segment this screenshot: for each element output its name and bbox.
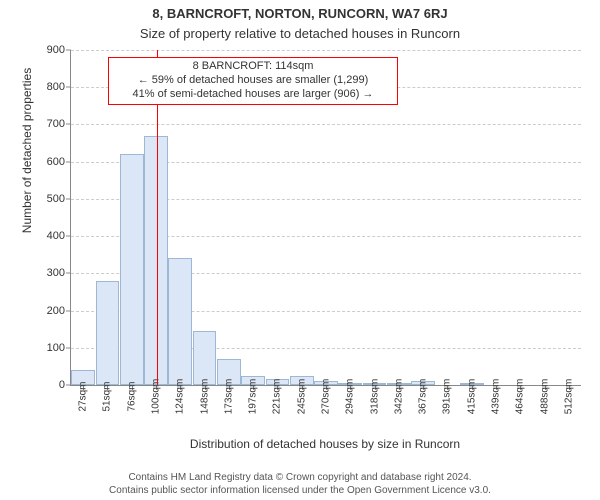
footer-attribution: Contains HM Land Registry data © Crown c… [0, 472, 600, 497]
footer-line-2: Contains public sector information licen… [0, 485, 600, 498]
y-tick-label: 900 [47, 44, 65, 56]
x-tick-label: 124sqm [175, 379, 186, 415]
x-axis-label: Distribution of detached houses by size … [70, 437, 580, 451]
x-tick-label: 488sqm [539, 379, 550, 415]
y-tick-mark [66, 273, 71, 274]
y-tick-label: 400 [47, 230, 65, 242]
x-tick-label: 148sqm [199, 379, 210, 415]
y-tick-mark [66, 310, 71, 311]
gridline-h [71, 50, 581, 51]
histogram-bar [193, 331, 217, 385]
chart-title-subtitle: Size of property relative to detached ho… [0, 26, 600, 41]
chart-container: { "titles": { "line1": "8, BARNCROFT, NO… [0, 0, 600, 500]
x-tick-label: 245sqm [296, 379, 307, 415]
y-tick-label: 800 [47, 81, 65, 93]
y-tick-mark [66, 236, 71, 237]
plot-area: 010020030040050060070080090027sqm51sqm76… [70, 50, 581, 386]
y-tick-label: 0 [59, 379, 65, 391]
y-tick-label: 600 [47, 156, 65, 168]
y-tick-label: 300 [47, 267, 65, 279]
annotation-line-2: ← 59% of detached houses are smaller (1,… [115, 74, 391, 88]
x-tick-label: 415sqm [466, 379, 477, 415]
y-axis-label: Number of detached properties [20, 0, 34, 318]
y-tick-mark [66, 347, 71, 348]
x-tick-label: 342sqm [393, 379, 404, 415]
x-tick-label: 512sqm [563, 379, 574, 415]
x-tick-label: 270sqm [321, 379, 332, 415]
annotation-line-1: 8 BARNCROFT: 114sqm [115, 60, 391, 74]
y-tick-label: 100 [47, 342, 65, 354]
annotation-line-3: 41% of semi-detached houses are larger (… [115, 88, 391, 102]
histogram-bar [168, 258, 192, 385]
histogram-bar [96, 281, 120, 385]
x-tick-label: 221sqm [272, 379, 283, 415]
histogram-bar [144, 136, 168, 385]
x-tick-label: 391sqm [442, 379, 453, 415]
y-tick-mark [66, 124, 71, 125]
x-tick-label: 294sqm [345, 379, 356, 415]
footer-line-1: Contains HM Land Registry data © Crown c… [0, 472, 600, 485]
annotation-box: 8 BARNCROFT: 114sqm ← 59% of detached ho… [108, 57, 398, 105]
y-tick-mark [66, 87, 71, 88]
x-tick-label: 318sqm [369, 379, 380, 415]
x-tick-label: 100sqm [151, 379, 162, 415]
x-tick-label: 439sqm [491, 379, 502, 415]
y-tick-mark [66, 198, 71, 199]
chart-title-address: 8, BARNCROFT, NORTON, RUNCORN, WA7 6RJ [0, 6, 600, 21]
gridline-h [71, 124, 581, 125]
x-tick-label: 51sqm [102, 381, 113, 411]
x-tick-label: 76sqm [126, 381, 137, 411]
x-tick-label: 197sqm [248, 379, 259, 415]
x-tick-label: 27sqm [78, 381, 89, 411]
y-tick-label: 200 [47, 305, 65, 317]
y-tick-mark [66, 161, 71, 162]
y-tick-label: 500 [47, 193, 65, 205]
histogram-bar [120, 154, 144, 385]
y-tick-label: 700 [47, 118, 65, 130]
x-tick-label: 367sqm [418, 379, 429, 415]
x-tick-label: 464sqm [515, 379, 526, 415]
x-tick-label: 173sqm [223, 379, 234, 415]
y-tick-mark [66, 50, 71, 51]
